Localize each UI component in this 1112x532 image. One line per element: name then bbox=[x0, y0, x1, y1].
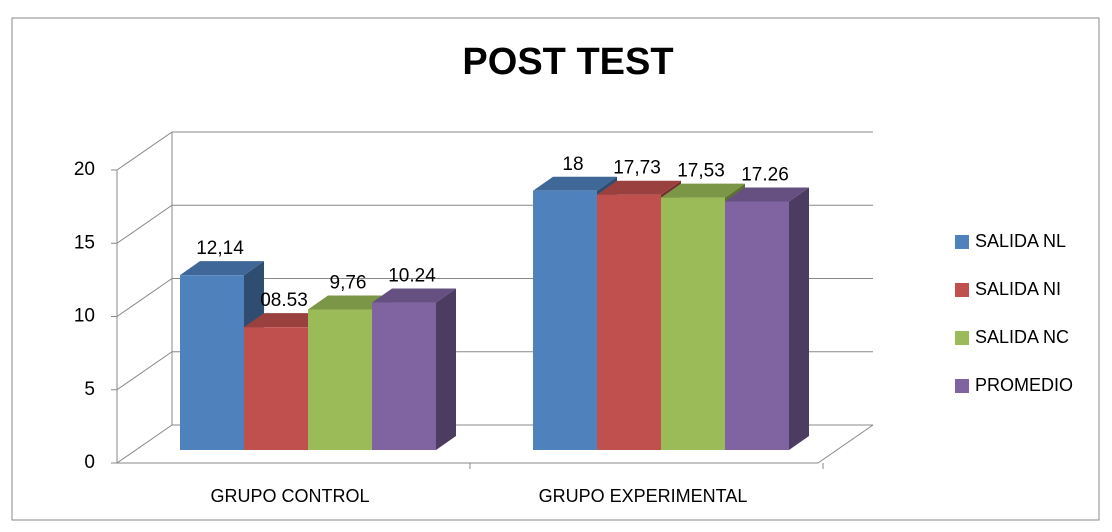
bar-top bbox=[597, 180, 681, 195]
data-label: 12,14 bbox=[196, 238, 244, 259]
bar-top bbox=[308, 295, 392, 310]
legend-swatch bbox=[955, 235, 969, 249]
x-tick-label: GRUPO CONTROL bbox=[210, 486, 369, 506]
y-tick-label: 10 bbox=[74, 306, 95, 327]
data-label: 18 bbox=[562, 154, 583, 175]
bar-side bbox=[436, 288, 456, 450]
bar bbox=[180, 275, 244, 450]
bar-top bbox=[661, 183, 745, 198]
bar-top bbox=[244, 313, 328, 328]
bar bbox=[533, 190, 597, 451]
bar bbox=[308, 309, 372, 450]
legend-label: SALIDA NL bbox=[975, 231, 1066, 251]
legend-label: SALIDA NC bbox=[975, 327, 1069, 347]
bar-top bbox=[725, 187, 809, 202]
bar bbox=[244, 327, 308, 450]
bar-top bbox=[180, 261, 264, 276]
chart-title: POST TEST bbox=[462, 41, 673, 83]
y-tick-label: 20 bbox=[74, 159, 95, 180]
y-tick-label: 0 bbox=[84, 452, 95, 473]
bar bbox=[597, 194, 661, 450]
x-tick-label: GRUPO EXPERIMENTAL bbox=[539, 486, 748, 506]
bar-top bbox=[372, 288, 456, 303]
bar bbox=[725, 201, 789, 450]
data-label: 9,76 bbox=[330, 272, 367, 293]
data-label: 08.53 bbox=[260, 290, 308, 311]
data-label: 17,73 bbox=[613, 158, 661, 179]
bar-top bbox=[533, 176, 617, 191]
y-tick-label: 5 bbox=[84, 379, 95, 400]
legend-swatch bbox=[955, 331, 969, 345]
data-label: 17,53 bbox=[677, 161, 725, 182]
bar-side bbox=[789, 187, 809, 450]
legend-label: SALIDA NI bbox=[975, 279, 1061, 299]
legend-swatch bbox=[955, 283, 969, 297]
legend-label: PROMEDIO bbox=[975, 375, 1073, 395]
grid-line bbox=[116, 131, 873, 171]
bar bbox=[661, 197, 725, 450]
y-tick-label: 15 bbox=[74, 232, 95, 253]
bar bbox=[372, 302, 436, 450]
data-label: 10.24 bbox=[388, 266, 436, 287]
legend-swatch bbox=[955, 379, 969, 393]
floor bbox=[117, 424, 874, 464]
data-label: 17.26 bbox=[741, 164, 789, 185]
